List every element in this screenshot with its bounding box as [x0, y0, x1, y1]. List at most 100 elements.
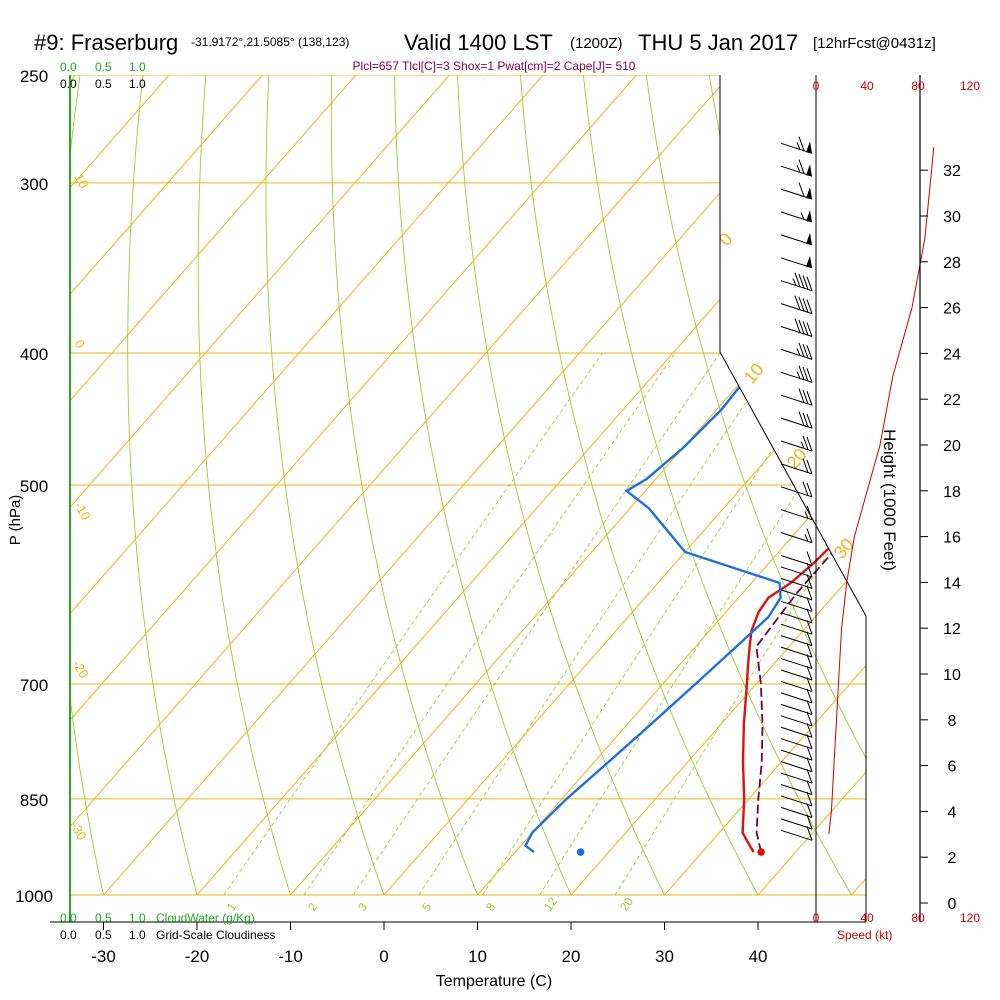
x-tick-label: 30: [655, 947, 674, 966]
zulu-time: (1200Z): [570, 35, 623, 52]
mixing-ratio-label: 12: [541, 894, 560, 913]
wind-barb: [780, 631, 813, 647]
sounding-indices: Plcl=657 Tlcl[C]=3 Shox=1 Pwat[cm]=2 Cap…: [353, 59, 636, 73]
station-title: #9: Fraserburg: [34, 30, 178, 55]
mixing-ratio-label: 5: [419, 900, 434, 914]
mixing-ratio-label: 8: [483, 900, 498, 914]
cloudiness-tick: 0.5: [95, 928, 112, 942]
wind-barb: [780, 232, 813, 246]
wind-barb: [780, 159, 813, 177]
x-axis-title: Temperature (C): [436, 973, 552, 990]
wind-barb: [780, 342, 813, 360]
dry-adiabat-line: [197, 75, 291, 896]
pressure-tick-label: 1000: [15, 887, 53, 906]
height-tick-label: 24: [943, 346, 961, 363]
pressure-tick-label: 850: [20, 791, 48, 810]
speed-tick: 80: [911, 79, 925, 93]
isotherm-line: [664, 75, 866, 896]
cloudwater-tick: 0.5: [95, 60, 112, 74]
speed-axis-label: Speed (kt): [837, 928, 892, 942]
x-tick-label: -20: [185, 947, 210, 966]
theta-label: 10: [71, 171, 91, 191]
wind-barb: [780, 745, 813, 761]
height-tick-label: 16: [943, 530, 961, 547]
cloudiness-tick: 1.0: [129, 77, 146, 91]
mixing-ratio-line: [303, 352, 676, 896]
isotherm-line: [70, 75, 637, 896]
theta-label: -20: [69, 657, 91, 681]
temperature-profile: [741, 101, 866, 853]
height-tick-label: 14: [943, 575, 961, 592]
height-tick-label: 6: [948, 759, 957, 776]
wind-barb: [780, 551, 813, 566]
wind-barb: [780, 585, 813, 601]
axes: -30 -20 -10 0 10 20 30 402503004005007008501000…: [15, 67, 961, 966]
isotherm-line: [757, 75, 866, 896]
x-tick-label: 40: [749, 947, 768, 966]
surface-temperature-dot: [757, 848, 765, 856]
wind-barb: [780, 574, 813, 589]
mixing-ratio-label: 2: [305, 900, 320, 914]
speed-tick: 120: [960, 79, 980, 93]
mixing-ratio-label: 3: [355, 900, 370, 914]
sounding-profiles: [523, 101, 866, 856]
mixing-ratio-line: [418, 352, 780, 896]
wind-barb: [780, 136, 813, 154]
surface-dewpoint-dot: [576, 848, 585, 856]
pressure-tick-label: 300: [20, 175, 48, 194]
wind-barb: [780, 388, 813, 406]
isotherm-line: [70, 75, 731, 896]
theta-label: -10: [71, 499, 93, 523]
height-tick-label: 20: [943, 438, 961, 455]
mixing-ratio-line: [223, 352, 603, 896]
theta-label: 0: [715, 229, 737, 250]
speed-tick: 0: [813, 911, 820, 925]
wind-barb: [780, 182, 813, 200]
y-axis-title: P (hPa): [7, 495, 24, 546]
wind-barb: [780, 780, 813, 795]
wind-barb: [780, 411, 813, 429]
dry-adiabat-line: [394, 75, 572, 896]
speed-tick: 40: [860, 79, 874, 93]
wind-barb: [780, 768, 813, 784]
isotherm-line: [290, 75, 866, 896]
dry-adiabat-line: [834, 75, 866, 896]
wind-barb: [780, 272, 813, 292]
theta-label: 10: [740, 359, 768, 387]
wind-speed-profile: [828, 147, 935, 835]
wind-barb: [780, 826, 813, 841]
wind-barb: [780, 210, 813, 223]
wind-barb: [780, 688, 813, 704]
parcel-profile: [755, 220, 866, 853]
dry-adiabat-line: [0, 75, 17, 895]
isotherm-line: [70, 75, 357, 896]
cloudiness-tick: 0.5: [95, 77, 112, 91]
speed-tick: 120: [960, 911, 980, 925]
wind-barb: [780, 711, 813, 727]
wind-barb: [780, 318, 813, 337]
wind-barb: [780, 654, 813, 670]
wind-barb: [780, 677, 813, 692]
wind-barb: [780, 481, 813, 498]
dry-adiabat-line: [961, 75, 1000, 895]
height-tick-label: 28: [943, 255, 961, 272]
speed-tick: 80: [911, 911, 925, 925]
plot-right-boundary: [719, 75, 867, 922]
height-tick-label: 8: [948, 713, 957, 730]
forecast-tag: [12hrFcst@0431z]: [813, 35, 936, 52]
cloudiness-tick: 0.0: [60, 77, 77, 91]
dry-adiabat-line: [330, 75, 478, 896]
chart-grid: [0, 75, 1000, 896]
wind-barb: [780, 620, 813, 635]
cloudwater-tick: 0.0: [60, 911, 77, 925]
isotherm-line: [70, 75, 263, 896]
height-tick-label: 0: [948, 896, 957, 913]
dry-adiabat-line: [265, 75, 385, 896]
wind-barb: [780, 528, 813, 544]
wind-barb: [780, 723, 813, 738]
wind-barb: [780, 803, 813, 818]
pressure-tick-label: 500: [20, 477, 48, 496]
cloudiness-label: Grid-Scale Cloudiness: [156, 928, 275, 942]
